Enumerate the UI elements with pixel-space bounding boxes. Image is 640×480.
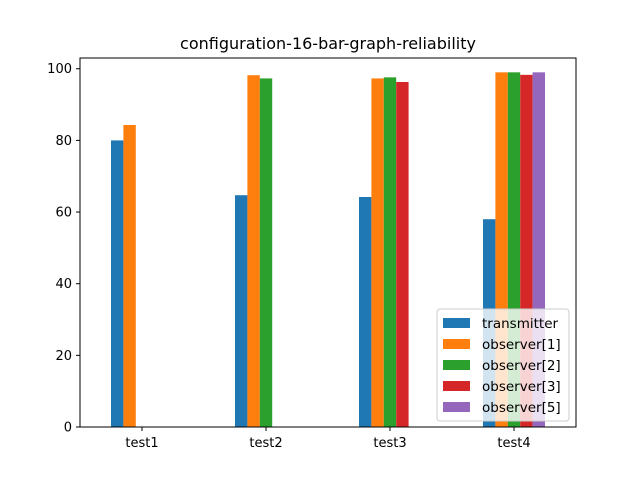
bar-transmitter-test1 xyxy=(111,140,124,427)
legend-label: observer[2] xyxy=(482,358,561,374)
chart-title: configuration-16-bar-graph-reliability xyxy=(180,34,476,53)
bar-transmitter-test3 xyxy=(359,197,372,427)
bar-observer1-test1 xyxy=(123,124,136,428)
legend-label: transmitter xyxy=(482,316,558,332)
legend-swatch xyxy=(443,339,470,349)
x-tick-label-test1: test1 xyxy=(125,436,158,451)
y-tick-label: 0 xyxy=(64,421,72,436)
bar-observer2-test3 xyxy=(383,77,397,427)
bar-observer2-test2 xyxy=(259,78,273,428)
y-tick-label: 60 xyxy=(55,206,72,221)
legend-label: observer[1] xyxy=(482,337,561,353)
y-tick-label: 40 xyxy=(55,277,72,292)
x-tick-label-test3: test3 xyxy=(373,436,406,451)
legend-swatch xyxy=(443,402,470,412)
bar-observer1-test3 xyxy=(371,78,384,428)
y-tick-label: 80 xyxy=(55,134,72,149)
legend-box xyxy=(436,308,570,422)
y-tick-label: 20 xyxy=(55,349,72,364)
x-tick-label-test2: test2 xyxy=(249,436,282,451)
legend: transmitter observer[1] observer[2] observe… xyxy=(436,308,570,422)
axes-layer: 0 20 40 60 80 100 test1 test2 test3 test4 xyxy=(47,57,577,451)
legend-swatch xyxy=(443,360,470,370)
y-tick-label: 100 xyxy=(47,62,72,77)
bar-transmitter-test2 xyxy=(235,195,248,427)
bar-observer1-test2 xyxy=(247,75,260,427)
bar-observer3-test3 xyxy=(396,82,409,427)
legend-swatch xyxy=(443,318,470,328)
x-tick-label-test4: test4 xyxy=(497,436,530,451)
legend-swatch xyxy=(443,381,470,391)
legend-label: observer[5] xyxy=(482,400,561,416)
legend-label: observer[3] xyxy=(482,379,561,395)
plot-frame xyxy=(79,57,577,428)
